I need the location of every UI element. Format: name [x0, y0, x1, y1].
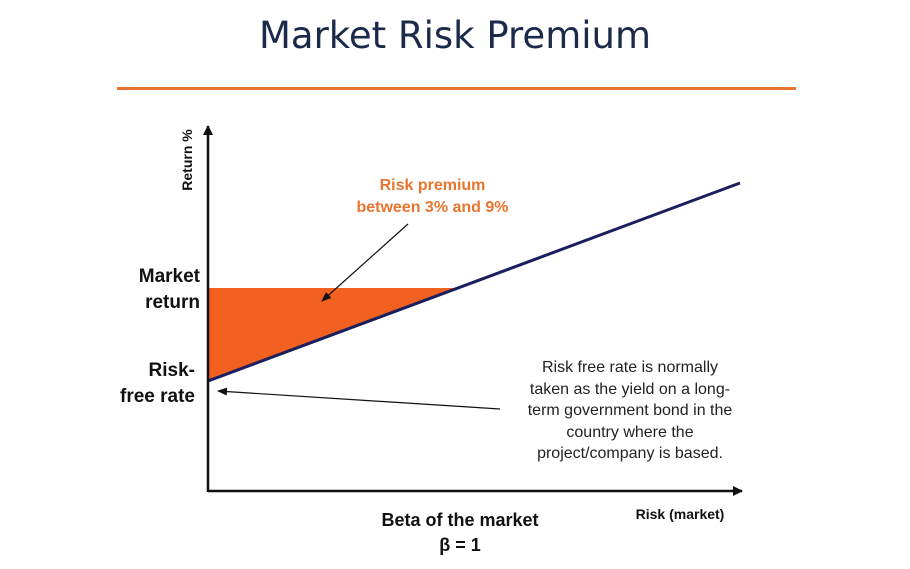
beta-of-market-label: Beta of the market β = 1: [340, 508, 580, 558]
title-underline: [117, 87, 796, 90]
market-return-label-line: Market: [138, 266, 200, 287]
market-return-label: Market return: [100, 264, 200, 316]
risk-premium-annotation-line: between 3% and 9%: [356, 199, 509, 216]
risk-free-pointer-arrow: [217, 387, 501, 410]
note-line: project/company is based.: [537, 445, 723, 462]
beta-label-line: β = 1: [439, 535, 481, 555]
premium-pointer-arrow: [321, 223, 409, 302]
x-axis-label: Risk (market): [635, 506, 725, 522]
risk-premium-annotation: Risk premium between 3% and 9%: [320, 175, 545, 219]
security-market-line: [207, 181, 741, 383]
page-title: Market Risk Premium: [258, 14, 652, 57]
risk-free-rate-label: Risk- free rate: [95, 358, 195, 410]
market-return-label-line: return: [145, 292, 200, 313]
note-line: term government bond in the: [527, 402, 733, 419]
note-line: taken as the yield on a long-: [529, 380, 731, 398]
risk-free-label-line: free rate: [120, 386, 195, 407]
y-axis-label: Return %: [179, 129, 195, 191]
risk-free-label-line: Risk-: [148, 360, 195, 381]
note-line: Risk free rate is normally: [541, 359, 719, 376]
beta-label-line: Beta of the market: [381, 510, 539, 530]
risk-free-rate-note: Risk free rate is normally taken as the …: [495, 357, 765, 465]
note-line: country where the: [566, 423, 694, 441]
risk-premium-annotation-line: Risk premium: [379, 177, 486, 194]
